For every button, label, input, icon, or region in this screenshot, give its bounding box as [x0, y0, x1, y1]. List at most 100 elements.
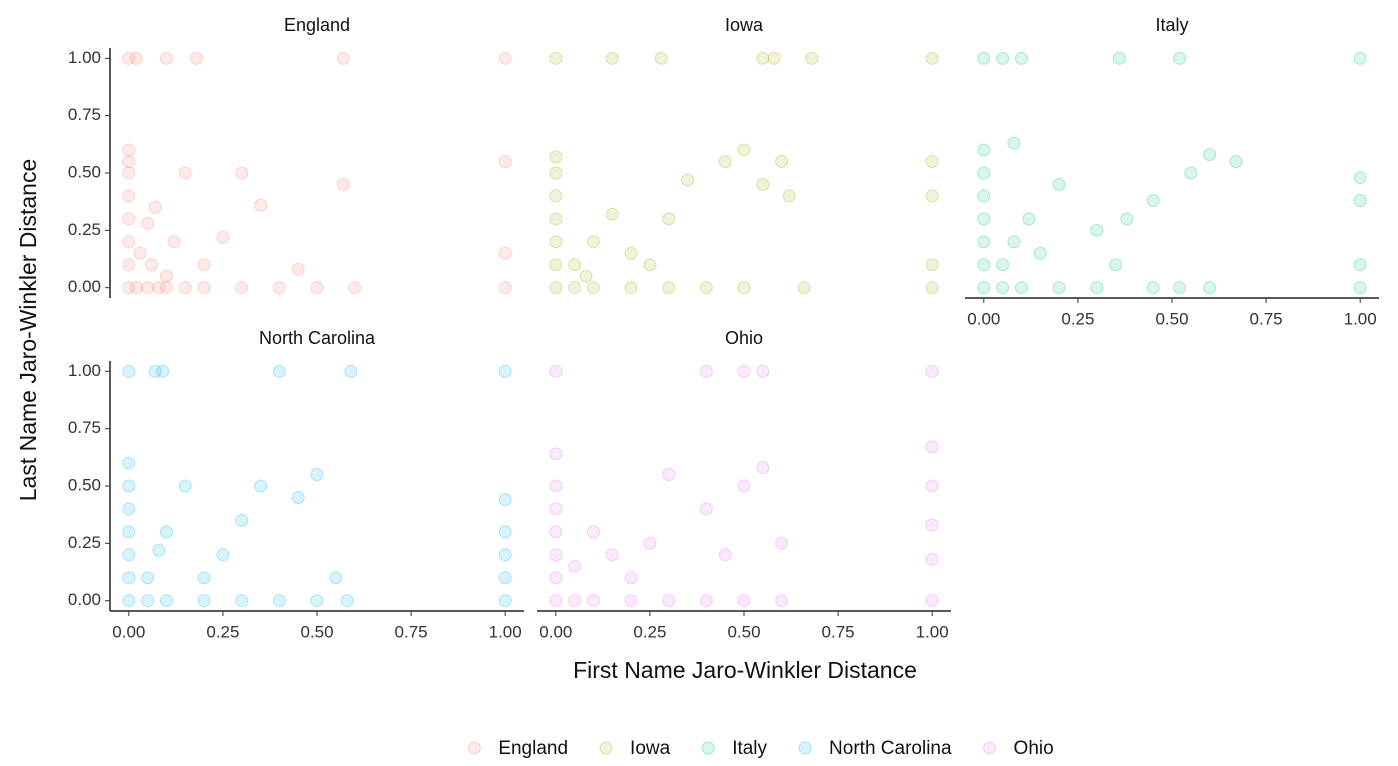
point [336, 177, 350, 191]
point [254, 479, 268, 493]
point [498, 594, 512, 608]
point [718, 155, 732, 169]
point [141, 594, 155, 608]
point [340, 594, 354, 608]
point [1353, 281, 1367, 295]
x-tick-label: 0.50 [727, 622, 760, 641]
point [122, 571, 136, 585]
point [699, 364, 713, 378]
point [122, 364, 136, 378]
point [122, 51, 136, 65]
point [152, 543, 166, 557]
point [197, 281, 211, 295]
point [254, 198, 268, 212]
point [152, 281, 166, 295]
point [1014, 51, 1028, 65]
x-tick-label: 1.00 [489, 622, 522, 641]
legend-swatch [467, 741, 481, 755]
y-tick-label: 0.50 [68, 162, 101, 181]
point [718, 548, 732, 562]
point [782, 189, 796, 203]
point [291, 262, 305, 276]
legend-swatch [599, 741, 613, 755]
y-tick-label: 0.00 [68, 590, 101, 609]
point [624, 594, 638, 608]
point [141, 216, 155, 230]
point [925, 479, 939, 493]
point [1173, 51, 1187, 65]
x-tick-label: 0.75 [822, 622, 855, 641]
point [1052, 177, 1066, 191]
point [605, 548, 619, 562]
point [805, 51, 819, 65]
point [925, 155, 939, 169]
point [756, 364, 770, 378]
point [498, 281, 512, 295]
facet-title: Iowa [725, 15, 764, 35]
point [549, 571, 563, 585]
point [996, 281, 1010, 295]
point [1007, 235, 1021, 249]
point [925, 258, 939, 272]
point [549, 594, 563, 608]
point [925, 518, 939, 532]
point [122, 155, 136, 169]
legend-label: Italy [732, 738, 767, 759]
x-tick-label: 0.50 [1155, 309, 1188, 328]
y-axis-title: Last Name Jaro-Winkler Distance [15, 159, 41, 502]
point [178, 281, 192, 295]
point [977, 235, 991, 249]
x-tick-label: 0.25 [206, 622, 239, 641]
point [122, 143, 136, 157]
point [643, 258, 657, 272]
point [624, 246, 638, 260]
point [498, 51, 512, 65]
point [159, 51, 173, 65]
point [756, 177, 770, 191]
point [1203, 281, 1217, 295]
point [737, 281, 751, 295]
point [699, 502, 713, 516]
point [775, 594, 789, 608]
point [549, 235, 563, 249]
point [1112, 51, 1126, 65]
point [122, 502, 136, 516]
point [122, 548, 136, 562]
point [122, 166, 136, 180]
point [568, 281, 582, 295]
point [1052, 281, 1066, 295]
point [549, 281, 563, 295]
point [1353, 51, 1367, 65]
point [977, 51, 991, 65]
point [549, 364, 563, 378]
point [568, 258, 582, 272]
point [178, 479, 192, 493]
point [498, 246, 512, 260]
point [291, 490, 305, 504]
point [624, 571, 638, 585]
point [235, 594, 249, 608]
facet-title: England [284, 15, 350, 35]
y-tick-label: 1.00 [68, 361, 101, 380]
point [1353, 258, 1367, 272]
point [197, 571, 211, 585]
point [1173, 281, 1187, 295]
point [568, 594, 582, 608]
point [549, 525, 563, 539]
point [996, 258, 1010, 272]
point [178, 166, 192, 180]
point [1090, 281, 1104, 295]
point [272, 281, 286, 295]
x-tick-label: 0.50 [300, 622, 333, 641]
point [756, 461, 770, 475]
point [1014, 281, 1028, 295]
x-tick-label: 0.75 [395, 622, 428, 641]
point [654, 51, 668, 65]
point [1184, 166, 1198, 180]
x-tick-label: 1.00 [916, 622, 949, 641]
point [122, 525, 136, 539]
point [737, 364, 751, 378]
point [235, 166, 249, 180]
y-tick-label: 0.75 [68, 418, 101, 437]
point [148, 364, 162, 378]
